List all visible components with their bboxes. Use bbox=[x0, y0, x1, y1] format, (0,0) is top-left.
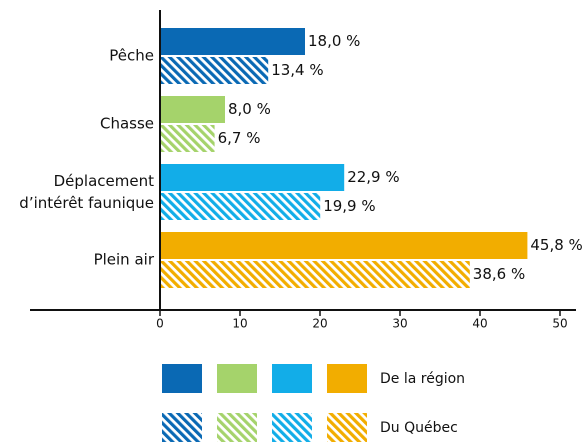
legend-label: Du Québec bbox=[380, 420, 458, 436]
x-tick-label: 40 bbox=[472, 317, 487, 331]
legend-swatch bbox=[162, 364, 202, 393]
x-tick-label: 30 bbox=[392, 317, 407, 331]
legend-swatch bbox=[217, 364, 257, 393]
category-label: Pêche bbox=[109, 47, 154, 65]
bar bbox=[161, 261, 470, 288]
bar bbox=[161, 164, 345, 191]
value-label: 6,7 % bbox=[218, 129, 261, 147]
bar bbox=[161, 193, 321, 220]
value-label: 18,0 % bbox=[308, 32, 360, 50]
value-label: 8,0 % bbox=[228, 100, 271, 118]
value-label: 19,9 % bbox=[323, 197, 375, 215]
bar bbox=[161, 96, 225, 123]
x-tick-label: 20 bbox=[312, 317, 327, 331]
legend-swatch bbox=[327, 364, 367, 393]
category-label: Plein air bbox=[94, 251, 155, 269]
x-tick-label: 10 bbox=[232, 317, 247, 331]
legend-swatch bbox=[327, 413, 367, 442]
value-label: 38,6 % bbox=[473, 265, 525, 283]
legend-swatch bbox=[272, 413, 312, 442]
x-tick-label: 0 bbox=[156, 317, 164, 331]
x-tick-label: 50 bbox=[552, 317, 567, 331]
legend-swatch bbox=[272, 364, 312, 393]
value-label: 45,8 % bbox=[530, 236, 582, 254]
bar bbox=[161, 57, 269, 84]
value-label: 13,4 % bbox=[271, 61, 323, 79]
legend-label: De la région bbox=[380, 371, 465, 387]
category-label: Chasse bbox=[100, 115, 154, 133]
legend-swatch bbox=[162, 413, 202, 442]
category-label: Déplacement d’intérêt faunique bbox=[19, 172, 154, 212]
bar bbox=[161, 28, 305, 55]
value-label: 22,9 % bbox=[347, 168, 399, 186]
legend-swatch bbox=[217, 413, 257, 442]
bar bbox=[161, 232, 528, 259]
bar bbox=[161, 125, 215, 152]
